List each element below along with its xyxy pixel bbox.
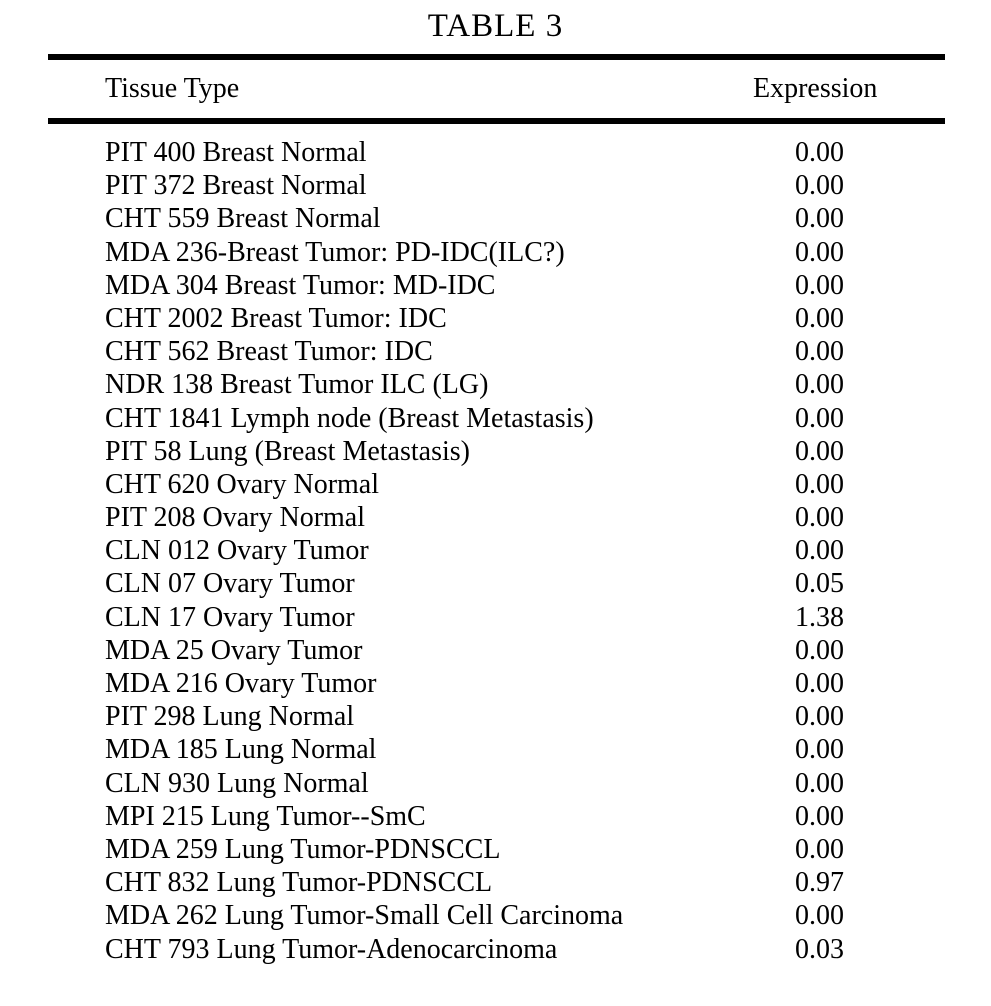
- tissue-cell: MDA 304 Breast Tumor: MD-IDC: [105, 269, 496, 301]
- expression-table: Tissue Type Expression PIT 400 Breast No…: [48, 54, 945, 966]
- tissue-cell: CLN 07 Ovary Tumor: [105, 568, 355, 600]
- table-row: PIT 372 Breast Normal 0.00: [48, 169, 945, 202]
- expression-cell: 0.00: [795, 800, 844, 832]
- expression-cell: 0.00: [795, 468, 844, 500]
- table-row: MDA 304 Breast Tumor: MD-IDC 0.00: [48, 269, 945, 302]
- expression-cell: 0.05: [795, 568, 844, 600]
- expression-cell: 0.00: [795, 137, 844, 168]
- expression-cell: 0.00: [795, 900, 844, 932]
- expression-cell: 0.00: [795, 701, 844, 733]
- table-row: MDA 262 Lung Tumor-Small Cell Carcinoma …: [48, 899, 945, 932]
- table-row: MDA 259 Lung Tumor-PDNSCCL 0.00: [48, 833, 945, 866]
- tissue-cell: MDA 25 Ovary Tumor: [105, 634, 363, 666]
- table-row: PIT 58 Lung (Breast Metastasis) 0.00: [48, 435, 945, 468]
- expression-cell: 0.00: [795, 369, 844, 401]
- expression-cell: 0.00: [795, 336, 844, 368]
- tissue-cell: CLN 930 Lung Normal: [105, 767, 369, 799]
- top-rule: [48, 54, 945, 60]
- table-row: MDA 236-Breast Tumor: PD-IDC(ILC?) 0.00: [48, 236, 945, 269]
- expression-cell: 0.00: [795, 170, 844, 202]
- table-row: CHT 620 Ovary Normal 0.00: [48, 468, 945, 501]
- table-row: CHT 1841 Lymph node (Breast Metastasis) …: [48, 402, 945, 435]
- tissue-cell: CHT 562 Breast Tumor: IDC: [105, 336, 433, 368]
- expression-cell: 0.00: [795, 767, 844, 799]
- table-rows: PIT 400 Breast Normal 0.00 PIT 372 Breas…: [48, 124, 945, 966]
- expression-cell: 0.03: [795, 933, 844, 965]
- table-row: CLN 07 Ovary Tumor 0.05: [48, 567, 945, 600]
- tissue-cell: PIT 58 Lung (Breast Metastasis): [105, 435, 470, 467]
- table-row: CHT 832 Lung Tumor-PDNSCCL 0.97: [48, 866, 945, 899]
- tissue-cell: MPI 215 Lung Tumor--SmC: [105, 800, 426, 832]
- expression-cell: 0.00: [795, 833, 844, 865]
- tissue-cell: PIT 208 Ovary Normal: [105, 502, 365, 534]
- table-header-row: Tissue Type Expression: [48, 60, 945, 118]
- column-header-tissue: Tissue Type: [105, 73, 240, 104]
- table-row: PIT 400 Breast Normal 0.00: [48, 136, 945, 169]
- table-row: PIT 298 Lung Normal 0.00: [48, 700, 945, 733]
- header-rule: [48, 118, 945, 124]
- table-row: MDA 25 Ovary Tumor 0.00: [48, 634, 945, 667]
- tissue-cell: CHT 2002 Breast Tumor: IDC: [105, 302, 447, 334]
- table-row: CLN 17 Ovary Tumor 1.38: [48, 601, 945, 634]
- column-header-expression: Expression: [753, 73, 878, 104]
- table-row: CHT 562 Breast Tumor: IDC 0.00: [48, 335, 945, 368]
- tissue-cell: CLN 012 Ovary Tumor: [105, 535, 369, 567]
- tissue-cell: PIT 372 Breast Normal: [105, 170, 367, 202]
- tissue-cell: CHT 793 Lung Tumor-Adenocarcinoma: [105, 933, 558, 965]
- expression-cell: 1.38: [795, 601, 844, 633]
- table-row: PIT 208 Ovary Normal 0.00: [48, 501, 945, 534]
- expression-cell: 0.00: [795, 502, 844, 534]
- table-row: MDA 185 Lung Normal 0.00: [48, 733, 945, 766]
- expression-cell: 0.00: [795, 668, 844, 699]
- expression-cell: 0.00: [795, 236, 844, 268]
- tissue-cell: PIT 298 Lung Normal: [105, 701, 355, 733]
- table-row: MPI 215 Lung Tumor--SmC 0.00: [48, 800, 945, 833]
- table-row: NDR 138 Breast Tumor ILC (LG) 0.00: [48, 368, 945, 401]
- table-row: CHT 793 Lung Tumor-Adenocarcinoma 0.03: [48, 933, 945, 966]
- tissue-cell: MDA 236-Breast Tumor: PD-IDC(ILC?): [105, 236, 565, 268]
- tissue-cell: PIT 400 Breast Normal: [105, 137, 367, 168]
- tissue-cell: CLN 17 Ovary Tumor: [105, 601, 355, 633]
- expression-cell: 0.00: [795, 203, 844, 235]
- tissue-cell: CHT 559 Breast Normal: [105, 203, 381, 235]
- table-row: CHT 2002 Breast Tumor: IDC 0.00: [48, 302, 945, 335]
- expression-cell: 0.00: [795, 634, 844, 666]
- table-row: CLN 930 Lung Normal 0.00: [48, 767, 945, 800]
- table-row: MDA 216 Ovary Tumor 0.00: [48, 667, 945, 700]
- expression-cell: 0.00: [795, 734, 844, 766]
- tissue-cell: MDA 216 Ovary Tumor: [105, 668, 377, 699]
- tissue-cell: CHT 620 Ovary Normal: [105, 468, 379, 500]
- table-row: CHT 559 Breast Normal 0.00: [48, 202, 945, 235]
- tissue-cell: MDA 259 Lung Tumor-PDNSCCL: [105, 833, 501, 865]
- tissue-cell: CHT 1841 Lymph node (Breast Metastasis): [105, 402, 594, 434]
- expression-cell: 0.00: [795, 435, 844, 467]
- tissue-cell: NDR 138 Breast Tumor ILC (LG): [105, 369, 489, 401]
- expression-cell: 0.00: [795, 402, 844, 434]
- tissue-cell: CHT 832 Lung Tumor-PDNSCCL: [105, 867, 493, 899]
- tissue-cell: MDA 262 Lung Tumor-Small Cell Carcinoma: [105, 900, 624, 932]
- table-title: TABLE 3: [427, 8, 564, 44]
- expression-cell: 0.00: [795, 535, 844, 567]
- tissue-cell: MDA 185 Lung Normal: [105, 734, 377, 766]
- expression-cell: 0.97: [795, 867, 844, 899]
- expression-cell: 0.00: [795, 269, 844, 301]
- table-row: CLN 012 Ovary Tumor 0.00: [48, 534, 945, 567]
- expression-cell: 0.00: [795, 302, 844, 334]
